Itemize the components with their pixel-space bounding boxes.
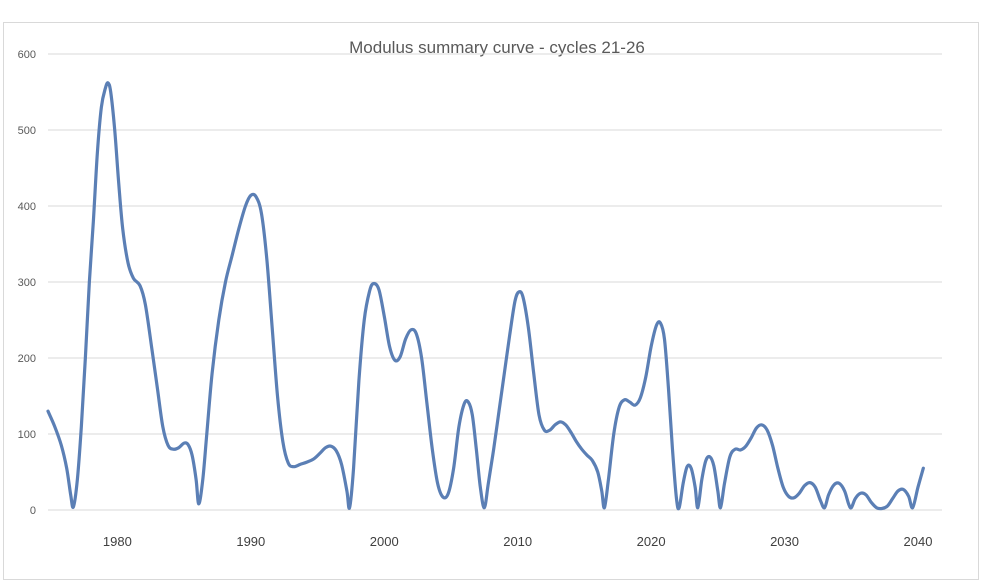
y-tick-label: 0: [30, 505, 36, 517]
x-axis-ticks: 1980 1990 2000 2010 2020 2030 2040: [103, 534, 933, 549]
x-tick-label: 2010: [503, 534, 532, 549]
y-tick-label: 100: [18, 429, 36, 441]
y-axis-ticks: 0 100 200 300 400 500 600: [18, 49, 36, 517]
y-tick-label: 200: [18, 353, 36, 365]
x-tick-label: 1980: [103, 534, 132, 549]
x-tick-label: 2030: [770, 534, 799, 549]
x-tick-label: 1990: [236, 534, 265, 549]
x-tick-label: 2000: [370, 534, 399, 549]
y-tick-label: 500: [18, 125, 36, 137]
x-tick-label: 2020: [637, 534, 666, 549]
y-tick-label: 600: [18, 49, 36, 61]
chart-title: Modulus summary curve - cycles 21-26: [349, 38, 645, 57]
y-tick-label: 400: [18, 201, 36, 213]
series-line-0: [46, 81, 925, 511]
gridlines: [48, 53, 942, 511]
x-tick-label: 2040: [904, 534, 933, 549]
series-layer: [46, 81, 925, 511]
y-tick-label: 300: [18, 277, 36, 289]
